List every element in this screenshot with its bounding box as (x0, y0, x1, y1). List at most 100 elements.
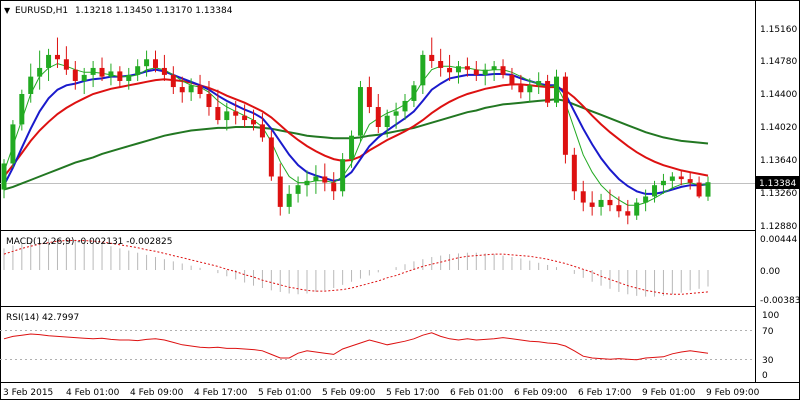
candle (571, 147, 577, 200)
candle (687, 172, 693, 190)
candle-body (224, 111, 230, 121)
candle-body (509, 74, 515, 86)
macd-plot (3, 238, 709, 297)
candle-body (634, 202, 640, 216)
candle-body (669, 176, 675, 181)
macd-tick-label: -0.003831 (760, 296, 800, 306)
candle (625, 199, 631, 225)
macd-tick-label: 0.00444 (760, 235, 797, 245)
candle-body (152, 59, 158, 68)
candle-body (545, 80, 551, 103)
candle-body (28, 76, 34, 94)
candle (295, 176, 301, 203)
candle (99, 57, 105, 81)
time-tick-label: 4 Feb 01:00 (66, 388, 120, 398)
candle-body (678, 176, 684, 180)
candle (482, 63, 488, 86)
candle (206, 80, 212, 116)
candle (429, 37, 435, 68)
candle-body (161, 67, 167, 75)
candle-body (144, 59, 150, 67)
candle-body (81, 74, 87, 81)
candle-body (420, 54, 426, 86)
candle-body (438, 61, 444, 68)
candle (108, 63, 114, 86)
candle-body (340, 159, 346, 192)
time-tick-label: 4 Feb 17:00 (194, 388, 248, 398)
candle-body (286, 193, 292, 207)
candle-body (482, 69, 488, 75)
candle (277, 163, 283, 216)
candle (322, 163, 328, 192)
candle-body (108, 71, 114, 77)
candle (660, 173, 666, 194)
candle-body (90, 67, 96, 75)
candle (509, 67, 515, 90)
candle (126, 67, 132, 90)
candle-body (607, 199, 613, 206)
candle (536, 72, 542, 94)
ma-slow-line (3, 98, 709, 191)
candle (545, 74, 551, 108)
candles (1, 37, 711, 225)
candle (340, 153, 346, 197)
candle-body (366, 87, 372, 108)
candle (72, 61, 78, 90)
candle-body (357, 87, 363, 136)
candle (81, 67, 87, 94)
macd-tick-label: 0.00 (760, 267, 780, 277)
candle (1, 159, 7, 199)
candle-body (429, 54, 435, 61)
candle (251, 109, 257, 131)
rsi-line (3, 332, 709, 361)
candle-body (215, 107, 221, 121)
candle-body (643, 196, 649, 203)
candle-body (527, 85, 533, 93)
candle (607, 189, 613, 212)
rsi-tick-label: 0 (762, 371, 768, 381)
candle-body (589, 202, 595, 207)
candle-body (188, 85, 194, 93)
candle (135, 59, 141, 81)
candle-body (375, 107, 381, 127)
candle-body (179, 87, 185, 93)
candle-body (268, 137, 274, 177)
candle (562, 72, 568, 164)
rsi-label: RSI(14) 42.7997 (6, 313, 79, 323)
candle (438, 48, 444, 77)
candle (10, 120, 16, 168)
rsi-tick-label: 30 (762, 356, 774, 366)
candle-body (616, 205, 622, 212)
candle (455, 61, 461, 84)
price-tick-label: 1.14020 (760, 123, 797, 133)
candle-body (242, 115, 248, 121)
candle (384, 109, 390, 138)
time-tick-label: 9 Feb 01:00 (642, 388, 696, 398)
candle-body (63, 59, 69, 70)
candle (357, 80, 363, 142)
candle-body (313, 176, 319, 181)
candle-body (46, 54, 52, 68)
symbol-arrow-icon: ▼ (4, 6, 11, 15)
candle (286, 185, 292, 214)
candle-body (322, 176, 328, 183)
candle-body (72, 69, 78, 81)
candle-body (402, 100, 408, 112)
candle-body (349, 135, 355, 160)
candle-body (554, 76, 560, 103)
rsi-pane: RSI(14) 42.7997 100 70 30 0 (0, 311, 779, 381)
candle (37, 50, 43, 90)
candle (144, 50, 150, 77)
time-tick-label: 9 Feb 09:00 (706, 388, 760, 398)
candle (313, 165, 319, 194)
candle (259, 113, 265, 142)
candle-body (705, 182, 711, 197)
price-tick-label: 1.13640 (760, 156, 797, 166)
rsi-plot (3, 332, 709, 361)
candle (54, 37, 60, 68)
candle-body (135, 66, 141, 75)
candle (179, 76, 185, 103)
candle (402, 94, 408, 121)
ohlc-label: 1.13218 1.13450 1.13170 1.13384 (75, 6, 233, 16)
